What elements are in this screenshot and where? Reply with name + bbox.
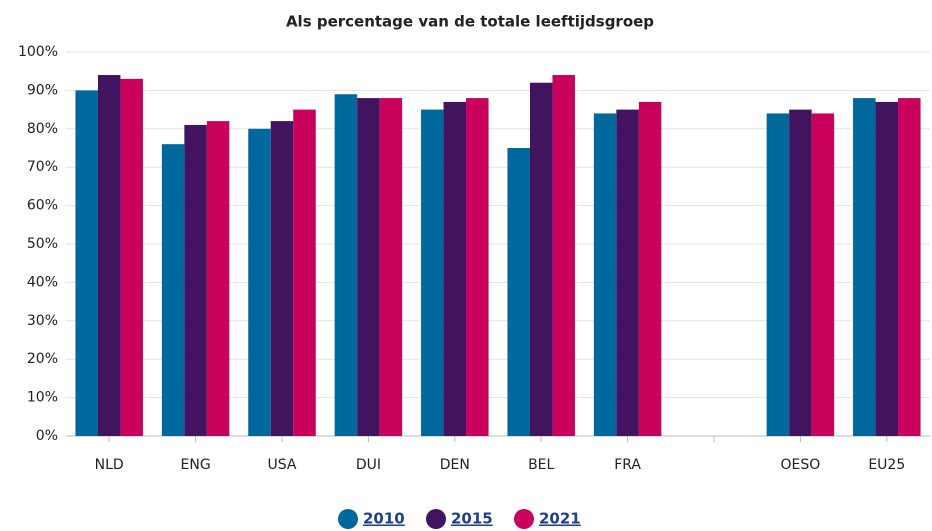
bar xyxy=(638,101,662,437)
bar xyxy=(616,109,639,436)
legend-label[interactable]: 2010 xyxy=(363,510,405,528)
x-tick-label: USA xyxy=(268,457,297,473)
legend-label[interactable]: 2015 xyxy=(451,510,493,528)
legend-marker xyxy=(426,509,446,529)
bar xyxy=(379,98,403,436)
y-tick-label: 0% xyxy=(36,428,58,444)
x-tick-label: DUI xyxy=(356,457,381,473)
bar xyxy=(120,78,143,436)
bar xyxy=(789,109,812,436)
bar xyxy=(593,113,617,436)
x-tick-label: ENG xyxy=(181,457,211,473)
x-tick-label: DEN xyxy=(440,457,470,473)
bar xyxy=(97,75,121,436)
x-tick-label: BEL xyxy=(528,457,554,473)
x-tick-label: OESO xyxy=(781,457,821,473)
bar xyxy=(443,101,467,437)
bar xyxy=(293,109,316,436)
y-tick-label: 20% xyxy=(27,351,58,367)
y-tick-label: 10% xyxy=(27,390,58,406)
bar xyxy=(552,75,575,436)
bar xyxy=(853,98,876,436)
bar xyxy=(270,121,294,437)
y-tick-label: 60% xyxy=(27,198,58,214)
bar xyxy=(184,124,207,437)
bar xyxy=(466,98,489,436)
bar xyxy=(898,98,921,436)
y-tick-label: 30% xyxy=(27,313,58,329)
bar xyxy=(875,101,899,437)
bar xyxy=(421,109,444,436)
y-tick-label: 80% xyxy=(27,121,58,137)
bar xyxy=(507,148,530,436)
bar xyxy=(766,113,790,436)
x-tick-label: FRA xyxy=(614,457,641,473)
y-tick-label: 100% xyxy=(18,44,58,60)
bar xyxy=(334,94,358,437)
bar xyxy=(206,121,230,437)
x-tick-label: NLD xyxy=(95,457,124,473)
bar xyxy=(161,144,185,436)
x-tick-label: EU25 xyxy=(868,457,905,473)
legend-marker xyxy=(338,509,358,529)
chart-title: Als percentage van de totale leeftijdsgr… xyxy=(286,13,654,31)
bar xyxy=(811,113,835,436)
bar xyxy=(357,98,380,436)
legend-marker xyxy=(514,509,534,529)
y-tick-label: 50% xyxy=(27,236,58,252)
y-tick-label: 90% xyxy=(27,82,58,98)
y-tick-label: 40% xyxy=(27,274,58,290)
bar xyxy=(529,82,553,436)
bar xyxy=(75,90,98,437)
legend-label[interactable]: 2021 xyxy=(539,510,581,528)
bar xyxy=(248,128,271,437)
y-tick-label: 70% xyxy=(27,159,58,175)
